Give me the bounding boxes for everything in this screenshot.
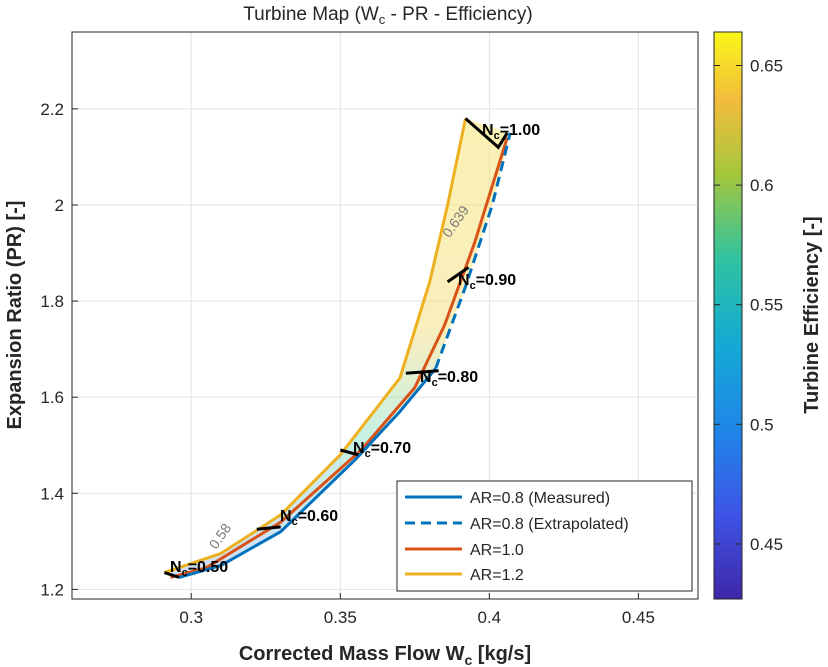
y-tick-label: 2 <box>55 196 64 215</box>
series-line-ar08-measured <box>178 367 437 579</box>
y-tick-label: 1.4 <box>40 484 64 503</box>
speed-lines <box>163 117 509 579</box>
colorbar-tick-label: 0.65 <box>750 56 783 75</box>
plot-frame <box>71 31 699 600</box>
speed-label-070: Nc=0.70 <box>353 440 411 460</box>
speed-line <box>464 117 509 150</box>
legend-label-ar08-measured: AR=0.8 (Measured) <box>470 490 610 507</box>
legend-label-ar12: AR=1.2 <box>470 567 524 584</box>
speed-label-100: Nc=1.00 <box>482 122 540 142</box>
speed-line <box>405 369 439 375</box>
y-tick-label: 2.2 <box>40 100 64 119</box>
colorbar <box>713 31 743 600</box>
x-tick-label: 0.4 <box>478 608 502 627</box>
speed-line <box>163 571 180 579</box>
legend: AR=0.8 (Measured) AR=0.8 (Extrapolated) … <box>396 480 693 592</box>
speed-label-050: Nc=0.50 <box>170 559 228 579</box>
y-axis-label: Expansion Ratio (PR) [-] <box>4 201 26 430</box>
series-line-ar08-extrapolated <box>434 132 512 369</box>
series-line-ar12 <box>163 118 467 575</box>
speed-line <box>446 266 470 284</box>
speed-line <box>339 448 359 457</box>
colorbar-tick-label: 0.5 <box>750 415 774 434</box>
x-tick-label: 0.3 <box>179 608 203 627</box>
efficiency-region <box>164 118 511 578</box>
series-lines <box>163 118 512 579</box>
speed-label-060: Nc=0.60 <box>280 508 338 528</box>
series-line-ar10 <box>170 137 509 579</box>
efficiency-fill <box>164 118 511 578</box>
speed-label-090: Nc=0.90 <box>458 272 516 292</box>
colorbar-tick-label: 0.6 <box>750 176 774 195</box>
colorbar-tick-label: 0.45 <box>750 535 783 554</box>
chart-title: Turbine Map (Wc - PR - Efficiency) <box>243 4 532 27</box>
y-tick-labels: 1.2 1.4 1.6 1.8 2 2.2 <box>40 100 64 600</box>
x-tick-label: 0.45 <box>622 608 655 627</box>
colorbar-label: Turbine Efficiency [-] <box>801 216 823 413</box>
y-tick-label: 1.2 <box>40 580 64 599</box>
colorbar-tick-label: 0.55 <box>750 296 783 315</box>
speed-label-080: Nc=0.80 <box>420 369 478 389</box>
legend-label-ar10: AR=1.0 <box>470 542 524 559</box>
legend-label-ar08-extrapolated: AR=0.8 (Extrapolated) <box>470 516 629 533</box>
speed-line <box>256 525 281 531</box>
y-tick-label: 1.8 <box>40 292 64 311</box>
x-tick-labels: 0.3 0.35 0.4 0.45 <box>179 608 655 627</box>
colorbar-ticks: 0.45 0.5 0.55 0.6 0.65 <box>714 56 783 554</box>
y-tick-label: 1.6 <box>40 388 64 407</box>
x-axis-label: Corrected Mass Flow Wc [kg/s] <box>239 643 531 667</box>
x-tick-label: 0.35 <box>324 608 357 627</box>
